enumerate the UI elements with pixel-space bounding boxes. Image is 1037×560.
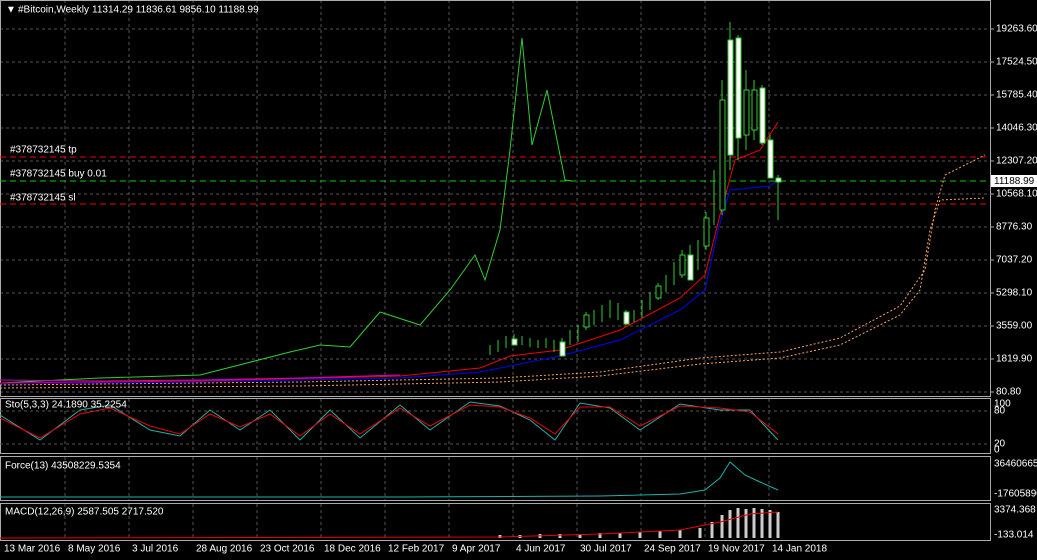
candle (583, 314, 590, 328)
header-arrow: ▼ (6, 5, 16, 16)
indicator-label: MACD(12,26,9) 2587.505 2717.520 (5, 507, 164, 518)
cloud-upper (0, 154, 986, 386)
ma-long (0, 374, 401, 382)
candle (775, 177, 782, 183)
grid (0, 0, 990, 540)
indicator-label: Force(13) 43508229.5354 (5, 461, 121, 472)
stoch-panel (0, 398, 991, 454)
price-label: 17524.50 (996, 57, 1037, 68)
indicator-axis-label: 3374.368 (994, 505, 1036, 516)
date-label: 14 Jan 2018 (772, 544, 827, 555)
candle (679, 254, 686, 276)
date-label: 23 Oct 2016 (260, 544, 315, 555)
price-box (991, 175, 1037, 187)
price-label: 10568.10 (996, 189, 1037, 200)
price-label: 14046.30 (996, 123, 1037, 134)
candle (687, 254, 694, 281)
date-label: 9 Apr 2017 (452, 544, 501, 555)
candle (735, 37, 742, 139)
date-label: 28 Aug 2016 (196, 544, 253, 555)
price-label: 8776.30 (996, 222, 1033, 233)
indicator-axis-label: 80 (994, 406, 1006, 417)
price-label: 15785.40 (996, 90, 1037, 101)
macd-signal (0, 511, 779, 539)
force-panel (0, 456, 991, 501)
price-label: 5298.10 (996, 288, 1033, 299)
date-label: 12 Feb 2017 (388, 544, 445, 555)
price-label: 3559.00 (996, 321, 1033, 332)
candle (767, 139, 774, 179)
order-label: #378732145 sl (10, 193, 76, 204)
date-label: 18 Dec 2016 (324, 544, 381, 555)
date-label: 19 Nov 2017 (708, 544, 765, 555)
macd-panel (0, 503, 991, 541)
price-label: 80.80 (996, 387, 1021, 398)
stoch-signal (0, 404, 779, 439)
candle (743, 89, 750, 136)
ma-slow (0, 179, 779, 385)
indicator-axis-label: 0 (994, 445, 1000, 456)
price-label: 7037.20 (996, 255, 1033, 266)
indicator-axis-label: -133.014 (994, 530, 1034, 541)
date-label: 3 Jul 2016 (132, 544, 179, 555)
candle (759, 87, 766, 144)
date-label: 30 Jul 2017 (580, 544, 632, 555)
date-label: 4 Jun 2017 (516, 544, 566, 555)
candle (751, 89, 758, 131)
date-label: 8 May 2016 (68, 544, 121, 555)
price-label: 19263.60 (996, 24, 1037, 35)
candle (719, 99, 726, 211)
overlay-line (0, 37, 573, 384)
candle (655, 285, 662, 299)
order-label: #378732145 buy 0.01 (10, 169, 107, 180)
date-label: 24 Sep 2017 (644, 544, 701, 555)
ma-fast (0, 121, 779, 384)
indicator-label: Sto(5,3,3) 24.1890 35.2254 (5, 400, 127, 411)
candle (511, 338, 518, 346)
indicator-axis-label: 100 (994, 399, 1011, 410)
chart-symbol: #Bitcoin,Weekly (18, 5, 89, 16)
indicator-axis-label: 20 (994, 439, 1006, 450)
stoch-main (0, 401, 779, 441)
candle (559, 341, 566, 357)
force-line (0, 461, 779, 498)
current-price: 11188.99 (994, 176, 1035, 187)
date-label: 13 Mar 2016 (4, 544, 61, 555)
candle (623, 311, 630, 325)
price-label: 12307.20 (996, 156, 1037, 167)
candle (703, 217, 710, 247)
candle (727, 39, 734, 156)
order-label: #378732145 tp (10, 145, 77, 156)
indicator-axis-label: -17605890 (994, 489, 1037, 500)
indicator-axis-label: 364606655 (994, 459, 1037, 470)
axis-labels: 19263.60 17524.50 15785.40 14046.30 12307.20… (4, 24, 1037, 555)
chart-ohlc: 11314.29 11836.61 9856.10 11188.99 (92, 5, 259, 16)
candles (489, 22, 782, 357)
main-panel (0, 0, 991, 397)
price-label: 1819.90 (996, 354, 1033, 365)
